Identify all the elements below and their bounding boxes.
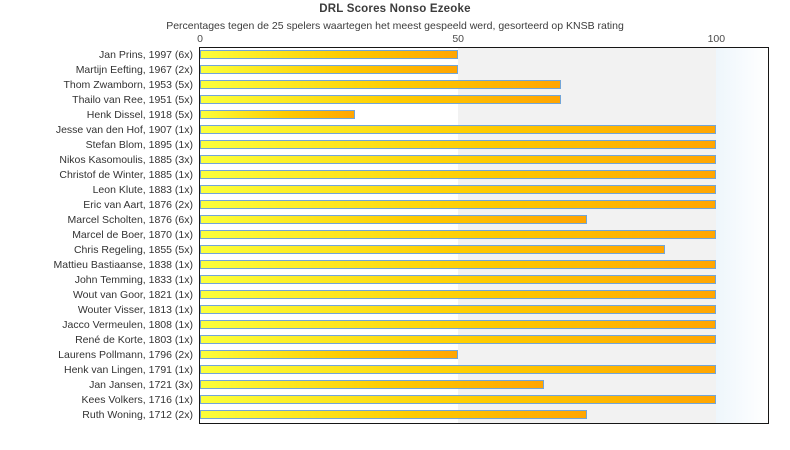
bar-row <box>200 108 768 123</box>
y-axis-label: Nikos Kasomoulis, 1885 (3x) <box>59 154 193 166</box>
y-axis-label: John Temming, 1833 (1x) <box>74 274 193 286</box>
bar <box>200 275 717 284</box>
bar-row <box>200 93 768 108</box>
bar-row <box>200 138 768 153</box>
y-axis-label: Jan Jansen, 1721 (3x) <box>89 379 193 391</box>
x-axis: 0 50 100 <box>197 33 768 46</box>
bar-row <box>200 198 768 213</box>
bar <box>200 140 717 149</box>
bar-row <box>200 318 768 333</box>
y-axis-label: Thailo van Ree, 1951 (5x) <box>72 94 193 106</box>
y-axis-label: Marcel de Boer, 1870 (1x) <box>72 229 193 241</box>
bar-row <box>200 408 768 423</box>
bar <box>200 200 717 209</box>
y-axis-label: Jesse van den Hof, 1907 (1x) <box>55 124 193 136</box>
y-axis-label: Christof de Winter, 1885 (1x) <box>59 169 193 181</box>
bar <box>200 125 717 134</box>
bar-row <box>200 393 768 408</box>
bar <box>200 335 717 344</box>
bar <box>200 380 545 389</box>
bar-row <box>200 303 768 318</box>
bar-row <box>200 63 768 78</box>
bar-row <box>200 258 768 273</box>
bar <box>200 290 717 299</box>
bar <box>200 410 588 419</box>
bar-row <box>200 243 768 258</box>
x-tick-label: 100 <box>707 33 726 45</box>
bar <box>200 110 355 119</box>
y-axis-label: René de Korte, 1803 (1x) <box>75 334 193 346</box>
bar <box>200 95 562 104</box>
bar <box>200 155 717 164</box>
bar <box>200 365 717 374</box>
x-tick-label: 50 <box>452 33 465 45</box>
y-axis-label: Henk Dissel, 1918 (5x) <box>86 109 193 121</box>
y-axis-label: Wout van Goor, 1821 (1x) <box>72 289 193 301</box>
bar-row <box>200 288 768 303</box>
bar-row <box>200 363 768 378</box>
band-over-100 <box>716 48 768 423</box>
bar-rows <box>200 48 768 423</box>
y-axis-label: Chris Regeling, 1855 (5x) <box>73 244 193 256</box>
bar <box>200 230 717 239</box>
bar <box>200 260 717 269</box>
bar-row <box>200 48 768 63</box>
chart-subtitle: Percentages tegen de 25 spelers waartege… <box>166 20 624 32</box>
bar-row <box>200 153 768 168</box>
bar-row <box>200 78 768 93</box>
bar <box>200 350 459 359</box>
y-axis-label: Wouter Visser, 1813 (1x) <box>77 304 193 316</box>
bar-row <box>200 378 768 393</box>
bar-row <box>200 333 768 348</box>
bar <box>200 395 717 404</box>
plot-area <box>199 47 769 424</box>
y-axis-label: Jacco Vermeulen, 1808 (1x) <box>62 319 193 331</box>
bar <box>200 320 717 329</box>
bar <box>200 305 717 314</box>
bar-row <box>200 168 768 183</box>
bar <box>200 170 717 179</box>
bar <box>200 80 562 89</box>
bar <box>200 65 459 74</box>
y-axis-label: Martijn Eefting, 1967 (2x) <box>75 64 193 76</box>
bar-row <box>200 273 768 288</box>
bar-row <box>200 228 768 243</box>
bar <box>200 215 588 224</box>
y-axis-labels: Jan Prins, 1997 (6x) Martijn Eefting, 196… <box>0 48 194 423</box>
y-axis-label: Thom Zwamborn, 1953 (5x) <box>63 79 193 91</box>
y-axis-label: Ruth Woning, 1712 (2x) <box>82 409 193 421</box>
bar <box>200 245 665 254</box>
y-axis-label: Marcel Scholten, 1876 (6x) <box>67 214 193 226</box>
bar <box>200 50 459 59</box>
bar-row <box>200 123 768 138</box>
y-axis-label: Jan Prins, 1997 (6x) <box>99 49 193 61</box>
y-axis-label: Eric van Aart, 1876 (2x) <box>83 199 193 211</box>
bar-row <box>200 348 768 363</box>
y-axis-label: Henk van Lingen, 1791 (1x) <box>64 364 193 376</box>
y-axis-label: Leon Klute, 1883 (1x) <box>92 184 193 196</box>
y-axis-label: Laurens Pollmann, 1796 (2x) <box>58 349 193 361</box>
y-axis-label: Stefan Blom, 1895 (1x) <box>85 139 193 151</box>
bar-row <box>200 213 768 228</box>
bar-row <box>200 183 768 198</box>
bar <box>200 185 717 194</box>
x-tick-label: 0 <box>197 33 203 45</box>
chart-title: DRL Scores Nonso Ezeoke <box>319 3 471 15</box>
y-axis-label: Mattieu Bastiaanse, 1838 (1x) <box>53 259 194 271</box>
y-axis-label: Kees Volkers, 1716 (1x) <box>81 394 193 406</box>
